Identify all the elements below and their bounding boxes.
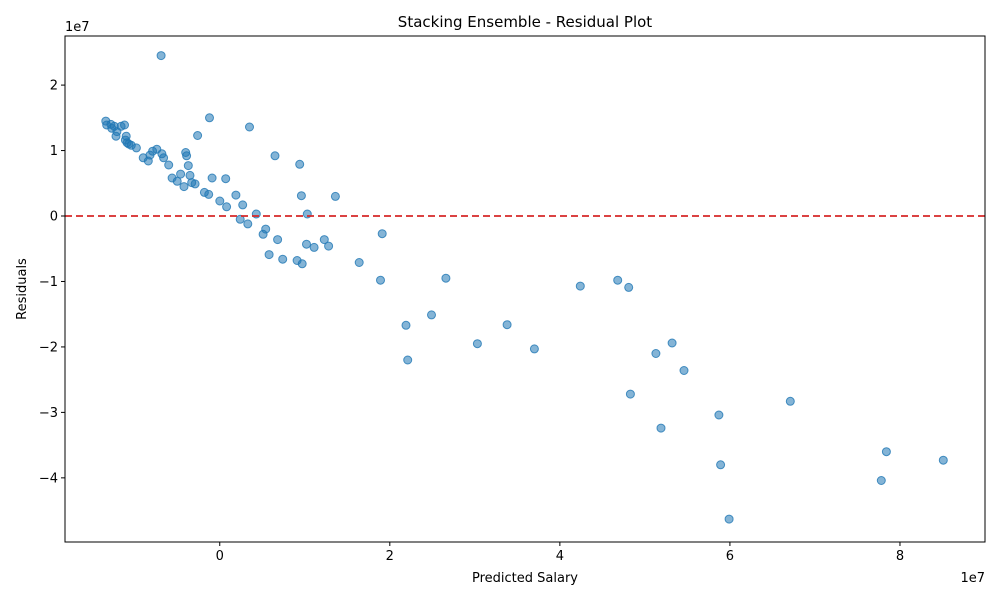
data-point	[656, 423, 666, 433]
data-point	[354, 258, 364, 267]
x-axis-title: Predicted Salary	[472, 571, 578, 586]
data-point	[176, 169, 186, 179]
plot-frame	[64, 35, 986, 543]
data-point	[120, 120, 129, 130]
points-layer	[101, 51, 948, 524]
data-point	[264, 250, 274, 260]
data-point	[529, 344, 539, 354]
data-point	[441, 273, 451, 283]
data-point	[403, 355, 413, 365]
data-point	[296, 191, 306, 201]
y-tick-label: −1	[39, 275, 58, 290]
data-point	[401, 320, 411, 330]
x-tick-label: 8	[896, 549, 904, 564]
data-point	[207, 173, 217, 183]
data-point	[724, 514, 734, 524]
x-tick-label: 0	[216, 549, 224, 564]
data-point	[377, 229, 387, 239]
data-point	[182, 151, 192, 161]
data-point	[273, 235, 283, 245]
data-point	[183, 161, 193, 171]
data-point	[164, 160, 174, 170]
data-point	[625, 389, 635, 399]
y-tick-label: −4	[39, 471, 58, 486]
y-tick-label: 0	[50, 210, 58, 225]
data-point	[278, 254, 288, 264]
x-offset-label: 1e7	[960, 571, 985, 586]
y-tick-label: −3	[39, 406, 58, 421]
data-point	[193, 131, 203, 140]
data-point	[243, 219, 253, 229]
data-point	[297, 259, 307, 269]
y-ticks: −4 −3 −2 −1 0 1 2	[39, 79, 65, 486]
data-point	[472, 339, 482, 349]
data-point	[270, 151, 280, 161]
data-point	[613, 275, 623, 285]
y-offset-label: 1e7	[65, 20, 90, 35]
y-tick-label: −2	[39, 340, 58, 355]
y-tick-label: 1	[50, 144, 58, 159]
data-point	[179, 182, 189, 192]
data-point	[309, 242, 319, 252]
y-axis-title: Residuals	[15, 258, 30, 320]
data-point	[302, 239, 311, 249]
data-point	[172, 176, 182, 186]
data-point	[376, 275, 385, 285]
data-point	[502, 320, 512, 330]
data-point	[261, 224, 271, 234]
x-tick-label: 6	[726, 549, 734, 564]
data-point	[624, 282, 634, 292]
data-point	[215, 196, 225, 206]
data-point	[319, 235, 329, 245]
data-point	[245, 122, 254, 132]
data-point	[679, 366, 689, 375]
data-point	[156, 51, 166, 61]
data-point	[222, 202, 232, 212]
data-point	[238, 200, 248, 210]
x-ticks: 0 2 4 6 8	[216, 542, 904, 564]
data-point	[876, 476, 886, 485]
data-point	[204, 189, 214, 199]
data-point	[111, 131, 121, 141]
data-point	[190, 179, 200, 189]
chart-title: Stacking Ensemble - Residual Plot	[398, 13, 653, 31]
data-point	[667, 338, 677, 348]
data-point	[185, 170, 195, 180]
x-tick-label: 4	[556, 549, 564, 564]
data-point	[938, 455, 948, 465]
data-point	[785, 396, 795, 406]
data-point	[651, 349, 661, 358]
data-point	[881, 447, 891, 457]
data-point	[231, 190, 241, 200]
data-point	[324, 241, 334, 251]
data-point	[714, 410, 724, 420]
data-point	[159, 153, 169, 163]
data-point	[330, 191, 340, 201]
data-point	[427, 310, 436, 320]
data-point	[295, 159, 305, 169]
x-tick-label: 2	[386, 549, 394, 564]
y-tick-label: 2	[50, 79, 58, 94]
data-point	[131, 143, 141, 153]
data-point	[221, 174, 231, 184]
data-point	[205, 113, 214, 123]
data-point	[575, 281, 585, 291]
data-point	[716, 460, 726, 470]
data-point	[235, 214, 245, 224]
